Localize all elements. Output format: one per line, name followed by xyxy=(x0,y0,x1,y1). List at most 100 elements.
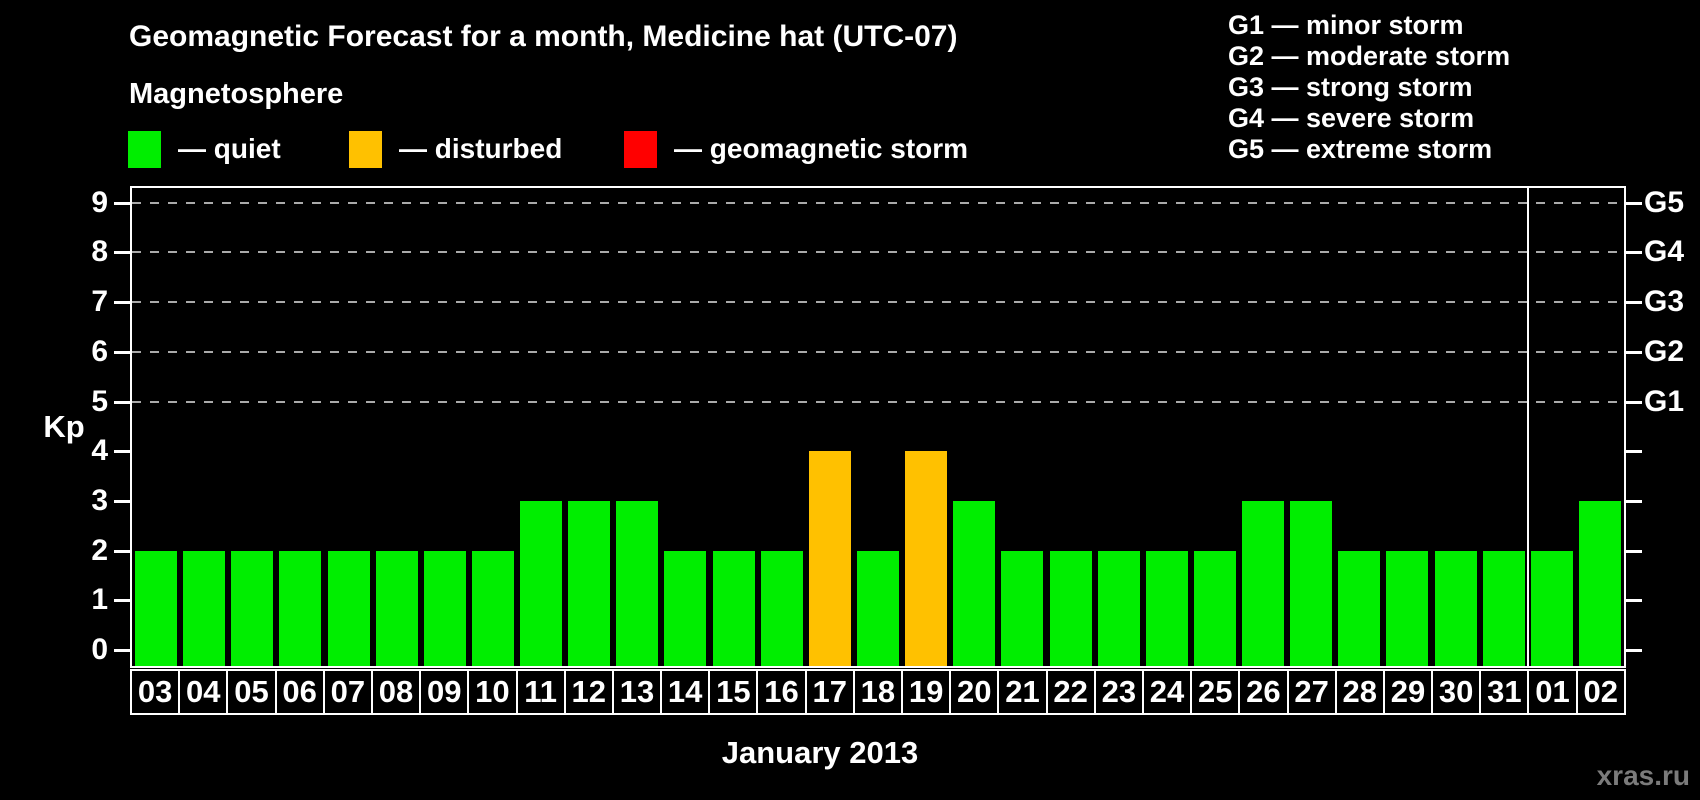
left-tick-kp5 xyxy=(114,400,130,404)
left-tick-kp4 xyxy=(114,450,130,454)
day-label-25: 25 xyxy=(1190,669,1241,715)
day-label-13: 13 xyxy=(611,669,663,715)
legend-item-quiet: — quiet xyxy=(128,129,281,169)
left-tick-kp3 xyxy=(114,499,130,503)
day-label-03: 03 xyxy=(130,669,181,715)
legend-swatch-quiet xyxy=(128,130,161,168)
y-axis-tick-label-8: 8 xyxy=(91,235,108,269)
right-tick-kp9 xyxy=(1626,201,1642,205)
gridline-kp8 xyxy=(132,251,1624,254)
x-axis-day-labels: 03 04 05 06 07 08 09 10 11 12 13 14 15 16 17 18 19 20 21 22… xyxy=(130,669,1626,715)
gridline-kp6 xyxy=(132,350,1624,353)
month-boundary-line xyxy=(1526,188,1529,666)
right-tick-kp0 xyxy=(1626,649,1642,652)
day-label-30: 30 xyxy=(1431,669,1482,715)
day-label-28: 28 xyxy=(1334,669,1385,715)
bar-day-19 xyxy=(905,451,948,666)
bar-day-07 xyxy=(327,550,370,666)
bar-day-18 xyxy=(857,550,899,666)
y-axis-tick-label-7: 7 xyxy=(91,285,108,319)
x-axis-title: January 2013 xyxy=(721,735,919,770)
bar-day-15 xyxy=(712,550,755,666)
bar-day-12 xyxy=(568,500,611,666)
left-tick-kp0 xyxy=(114,649,130,652)
bar-day-10 xyxy=(471,550,514,666)
bar-day-27 xyxy=(1290,500,1333,666)
right-tick-kp2 xyxy=(1626,549,1642,553)
right-axis-label-G4: G4 xyxy=(1644,235,1685,269)
right-axis-label-G1: G1 xyxy=(1644,384,1685,418)
y-axis-tick-label-6: 6 xyxy=(91,334,108,368)
legend-item-disturbed: — disturbed xyxy=(349,129,562,169)
gridline-kp5 xyxy=(132,400,1624,403)
bar-day-23 xyxy=(1097,550,1140,666)
day-label-15: 15 xyxy=(708,669,759,715)
bar-day-04 xyxy=(183,550,226,666)
day-label-29: 29 xyxy=(1382,669,1434,715)
right-tick-kp8 xyxy=(1626,251,1642,255)
storm-scale-line-5: G5 — extreme storm xyxy=(1228,134,1493,164)
bar-day-03 xyxy=(135,550,178,666)
day-label-27: 27 xyxy=(1286,669,1337,715)
storm-scale-legend: G1 — minor storm G2 — moderate storm G3 — … xyxy=(1228,10,1510,165)
day-label-17: 17 xyxy=(804,669,855,715)
bar-day-25 xyxy=(1193,550,1236,666)
y-axis-tick-label-3: 3 xyxy=(91,483,108,517)
day-label-21: 21 xyxy=(997,669,1048,715)
y-axis-title: Kp xyxy=(43,409,85,444)
bar-day-22 xyxy=(1049,550,1092,666)
right-axis-label-G3: G3 xyxy=(1644,285,1685,319)
day-label-31: 31 xyxy=(1479,669,1530,715)
day-label-26: 26 xyxy=(1238,669,1289,715)
bar-day-14 xyxy=(664,550,707,666)
day-label-19: 19 xyxy=(901,669,952,715)
day-label-10: 10 xyxy=(467,669,518,715)
bar-day-28 xyxy=(1338,550,1381,666)
left-tick-kp7 xyxy=(114,301,130,305)
right-axis-label-G2: G2 xyxy=(1644,334,1685,368)
left-tick-kp1 xyxy=(114,599,130,603)
day-label-08: 08 xyxy=(370,669,422,715)
legend-item-storm: — geomagnetic storm xyxy=(624,129,968,169)
storm-scale-line-4: G4 — severe storm xyxy=(1228,103,1475,133)
plot-area xyxy=(130,186,1626,668)
day-label-05: 05 xyxy=(226,669,277,715)
bar-day-01 xyxy=(1530,550,1573,666)
right-axis-label-G5: G5 xyxy=(1644,185,1685,219)
bar-day-31 xyxy=(1482,550,1525,666)
day-label-14: 14 xyxy=(660,669,711,715)
legend-label-storm: — geomagnetic storm xyxy=(674,133,969,164)
bar-day-06 xyxy=(279,550,322,666)
day-label-11: 11 xyxy=(515,669,566,715)
storm-scale-line-1: G1 — minor storm xyxy=(1228,10,1464,40)
day-label-01: 01 xyxy=(1527,669,1578,715)
legend-label-quiet: — quiet xyxy=(178,133,281,164)
legend-label-disturbed: — disturbed xyxy=(399,133,563,164)
bar-day-30 xyxy=(1434,550,1477,666)
y-axis-tick-label-2: 2 xyxy=(91,533,108,567)
watermark: xras.ru xyxy=(1596,760,1690,791)
bar-day-20 xyxy=(953,500,996,666)
day-label-04: 04 xyxy=(178,669,229,715)
right-tick-kp1 xyxy=(1626,599,1642,603)
y-axis-tick-label-1: 1 xyxy=(91,583,108,617)
right-tick-kp7 xyxy=(1626,301,1642,305)
storm-scale-line-3: G3 — strong storm xyxy=(1228,72,1473,102)
right-tick-kp5 xyxy=(1626,400,1642,404)
day-label-09: 09 xyxy=(419,669,470,715)
bar-day-02 xyxy=(1578,500,1621,666)
bar-day-29 xyxy=(1386,550,1429,666)
y-axis-tick-label-0: 0 xyxy=(91,633,108,666)
bar-day-24 xyxy=(1145,550,1188,666)
day-label-24: 24 xyxy=(1141,669,1193,715)
left-tick-kp2 xyxy=(114,549,130,553)
bar-day-17 xyxy=(808,451,851,666)
day-label-02: 02 xyxy=(1575,669,1626,715)
gridline-kp7 xyxy=(132,301,1624,304)
bar-day-16 xyxy=(760,550,803,666)
bar-day-08 xyxy=(375,550,418,666)
bar-day-26 xyxy=(1242,500,1285,666)
y-axis-tick-label-9: 9 xyxy=(91,185,108,219)
legend-swatch-storm xyxy=(624,130,657,168)
